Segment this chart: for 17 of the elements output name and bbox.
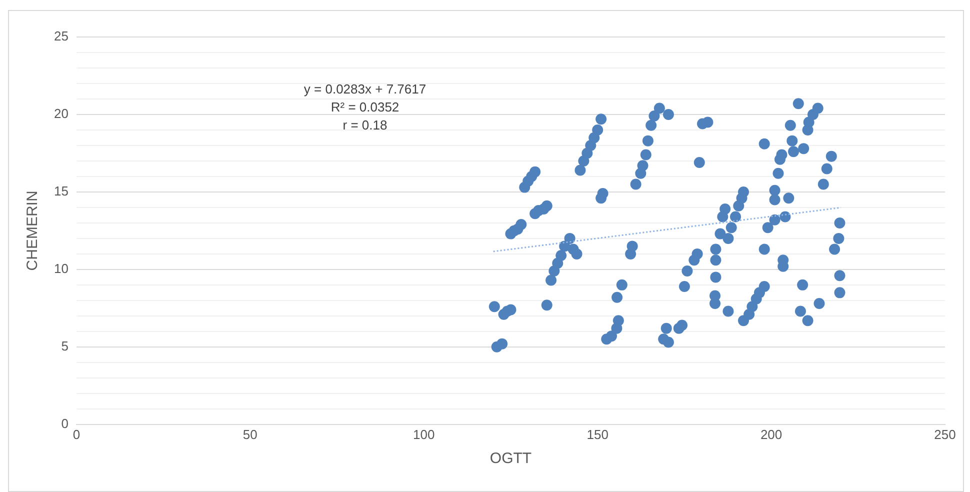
y-tick-label: 10 <box>54 261 68 276</box>
y-tick-label: 15 <box>54 184 68 199</box>
x-tick-label: 100 <box>413 426 435 442</box>
x-tick-label: 250 <box>934 426 956 442</box>
y-tick-label: 25 <box>54 28 68 44</box>
annotation: y = 0.0283x + 7.7617 <box>304 82 426 97</box>
annotation: R² = 0.0352 <box>330 100 400 115</box>
x-tick-label: 200 <box>760 426 782 442</box>
x-tick-label: 150 <box>586 426 608 442</box>
y-tick-label: 20 <box>54 106 68 122</box>
x-tick-label: 0 <box>72 426 80 442</box>
y-tick-label: 5 <box>61 338 68 354</box>
x-axis-title: OGTT <box>490 450 532 468</box>
annotation: r = 0.18 <box>342 118 388 133</box>
x-tick-label: 50 <box>242 426 258 442</box>
y-axis-title: CHEMERIN <box>24 190 42 271</box>
y-tick-label: 0 <box>61 416 68 431</box>
